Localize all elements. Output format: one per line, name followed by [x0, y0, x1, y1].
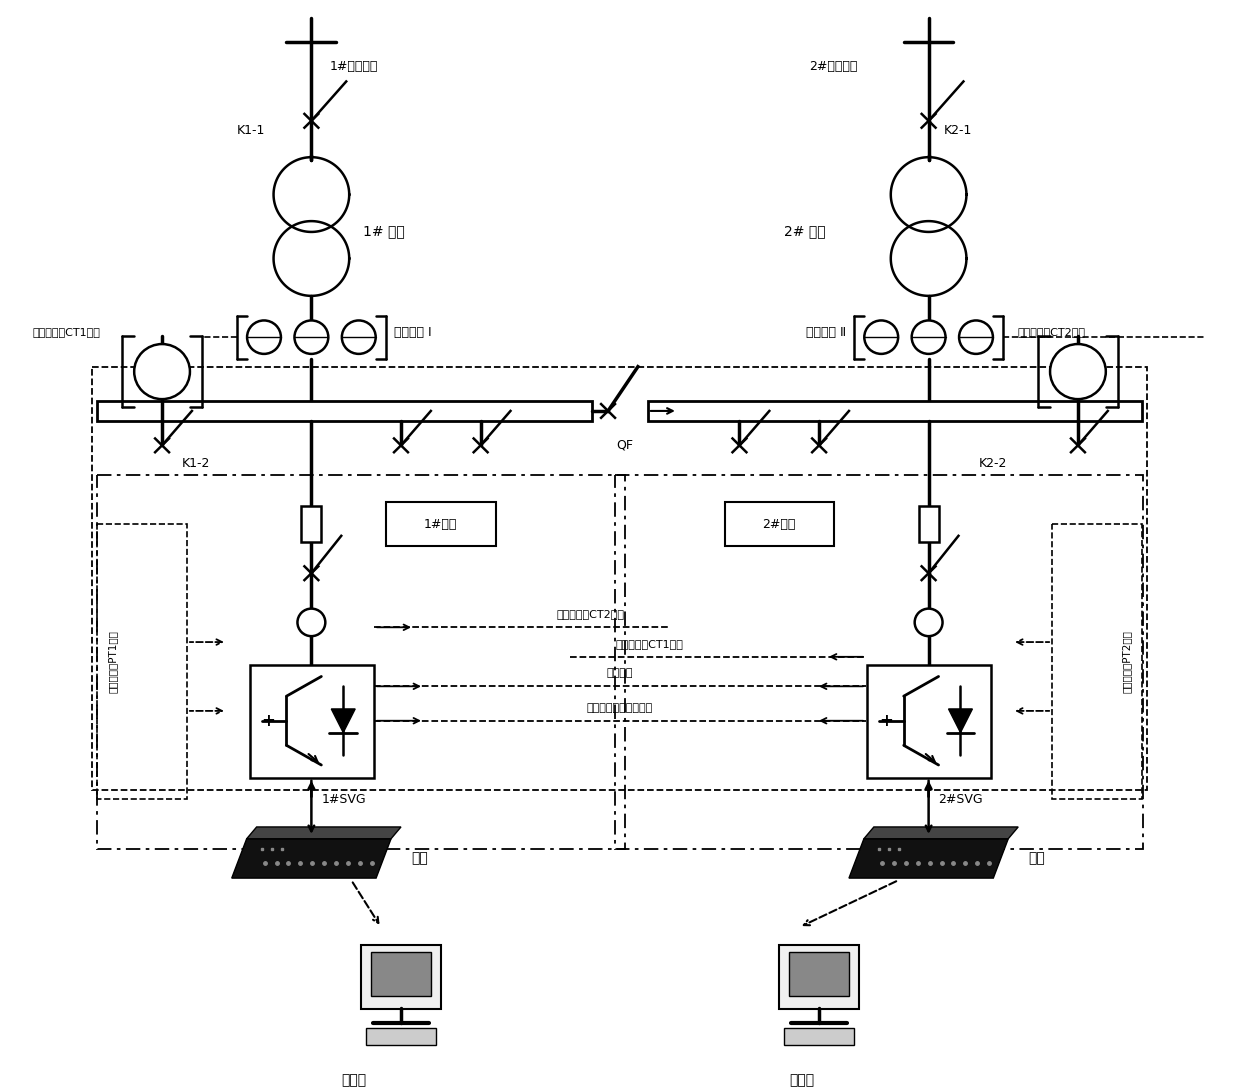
Text: K2-1: K2-1: [944, 124, 971, 137]
Text: 低压母线 I: 低压母线 I: [394, 325, 431, 338]
Text: 网关: 网关: [1028, 852, 1044, 865]
Circle shape: [914, 608, 943, 636]
Polygon shape: [849, 839, 1009, 878]
Text: 低压出线侧CT1信号: 低压出线侧CT1信号: [32, 327, 100, 337]
Circle shape: [1051, 344, 1106, 399]
Circle shape: [342, 321, 375, 354]
Polygon shape: [864, 827, 1018, 839]
Text: 工控机: 工控机: [341, 1073, 367, 1087]
Text: 2#电网进线: 2#电网进线: [809, 60, 857, 73]
Text: 低压母线 Ⅱ: 低压母线 Ⅱ: [807, 325, 846, 338]
Text: 开关信号: 开关信号: [607, 668, 633, 679]
Text: 低压出线侧CT2信号: 低压出线侧CT2信号: [556, 609, 624, 619]
Text: +: +: [878, 712, 893, 730]
Text: QF: QF: [617, 438, 633, 452]
Bar: [867, 665, 991, 778]
Bar: [98, 524, 187, 800]
Bar: [367, 1027, 436, 1046]
Text: 低压出线侧PT2信号: 低压出线侧PT2信号: [1121, 630, 1131, 693]
Bar: [98, 474, 624, 849]
Bar: [387, 503, 496, 546]
Text: +: +: [261, 712, 275, 730]
Text: 工控机: 工控机: [789, 1073, 814, 1087]
Bar: [301, 506, 321, 542]
Text: 1#SVG: 1#SVG: [321, 793, 366, 806]
Circle shape: [247, 321, 281, 354]
Bar: [615, 474, 1142, 849]
Bar: [918, 506, 939, 542]
Text: 2#负荷: 2#负荷: [762, 518, 795, 531]
Text: K2-2: K2-2: [979, 457, 1007, 470]
Bar: [725, 503, 834, 546]
Text: 低压出线侧CT1信号: 低压出线侧CT1信号: [616, 639, 684, 648]
Bar: [784, 1027, 854, 1046]
Polygon shape: [949, 709, 973, 732]
Text: 机箱之间光纤快速通信: 机箱之间光纤快速通信: [587, 703, 653, 713]
Bar: [372, 952, 431, 997]
Circle shape: [297, 608, 326, 636]
Text: 1#电网进线: 1#电网进线: [330, 60, 378, 73]
Text: K1-1: K1-1: [237, 124, 265, 137]
Bar: [1052, 524, 1141, 800]
Text: K1-2: K1-2: [182, 457, 211, 470]
Polygon shape: [331, 709, 356, 732]
Circle shape: [295, 321, 328, 354]
Circle shape: [959, 321, 992, 354]
Bar: [789, 952, 849, 997]
Text: 1#负荷: 1#负荷: [424, 518, 457, 531]
Bar: [98, 401, 592, 421]
Circle shape: [865, 321, 898, 354]
Text: 低压出线侧PT1信号: 低压出线侧PT1信号: [108, 630, 118, 693]
Bar: [648, 401, 1141, 421]
Bar: [779, 945, 859, 1009]
Circle shape: [912, 321, 945, 354]
Bar: [250, 665, 374, 778]
Bar: [361, 945, 441, 1009]
Text: 1# 主变: 1# 主变: [363, 224, 405, 238]
Polygon shape: [247, 827, 401, 839]
Circle shape: [134, 344, 190, 399]
Text: 2# 主变: 2# 主变: [784, 224, 826, 238]
Polygon shape: [232, 839, 392, 878]
Text: 低压出线侧CT2信号: 低压出线侧CT2信号: [1017, 327, 1085, 337]
Bar: [93, 367, 1146, 790]
Text: 网关: 网关: [411, 852, 427, 865]
Text: 2#SVG: 2#SVG: [939, 793, 984, 806]
